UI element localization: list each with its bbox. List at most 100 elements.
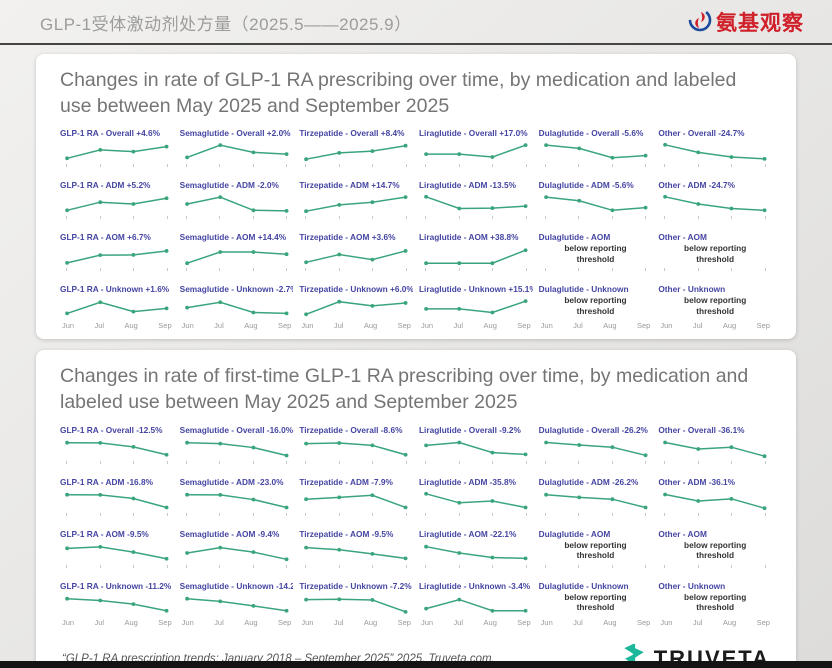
month-tick-label: Jun — [540, 321, 553, 331]
mini-chart-body — [60, 191, 174, 216]
mini-chart: Liraglutide - Overall +17.0% — [419, 128, 533, 175]
month-tick-label: Sep — [277, 321, 292, 331]
mini-chart-body — [180, 295, 294, 320]
sparkline — [65, 196, 169, 213]
mini-chart-label: Dulaglutide - ADM -26.2% — [538, 476, 639, 487]
mini-chart: GLP-1 RA - ADM -16.8% — [60, 477, 174, 524]
axis-tick — [731, 268, 733, 272]
month-tick-label: Jun — [420, 617, 434, 627]
mini-chart-label: Tirzepatide - ADM +14.7% — [299, 180, 400, 191]
mini-chart-body — [419, 191, 533, 216]
mini-chart-label: Other - ADM -24.7% — [658, 180, 736, 191]
axis-tick — [133, 216, 135, 220]
axis-tick — [305, 460, 307, 464]
mini-chart-label: GLP-1 RA - Overall +4.6% — [60, 128, 160, 139]
axis-tick — [697, 564, 699, 568]
axis-tick — [99, 512, 101, 516]
axis-tick — [286, 268, 288, 272]
mini-chart-label: Tirzepatide - Unknown -7.2% — [299, 580, 412, 591]
axis-tick — [458, 268, 460, 272]
mini-chart-axis — [60, 268, 174, 279]
axis-tick — [219, 164, 221, 168]
mini-chart-label: GLP-1 RA - AOM -9.5% — [60, 528, 149, 539]
mini-chart: Semaglutide - Unknown -2.7% Jun Jul Aug Sep — [180, 284, 294, 331]
axis-tick — [166, 268, 168, 272]
axis-tick — [405, 216, 407, 220]
mini-chart-body — [299, 488, 413, 513]
mini-chart: Semaglutide - ADM -2.0% — [180, 180, 294, 227]
axis-tick — [697, 512, 699, 516]
mini-chart-label: Tirzepatide - AOM +3.6% — [299, 232, 396, 243]
month-tick-label: Aug — [722, 321, 737, 331]
axis-tick — [185, 564, 187, 568]
mini-chart-body — [419, 295, 533, 320]
sparkline — [184, 250, 289, 266]
sparkline — [184, 596, 289, 613]
axis-tick — [66, 564, 67, 568]
mini-chart: Liraglutide - Unknown +15.1% Jun Jul Aug Se… — [419, 284, 533, 331]
mini-chart-axis — [180, 216, 294, 227]
month-tick-label: Jun — [181, 321, 194, 331]
mini-chart: Semaglutide - AOM +14.4% — [180, 232, 294, 279]
mini-chart: Other - Unknown below reporting threshol… — [658, 284, 772, 331]
month-tick-label: Aug — [603, 321, 617, 331]
month-tick-label: Jul — [333, 321, 344, 331]
month-tick-label: Jul — [214, 617, 224, 627]
axis-tick — [99, 268, 101, 272]
axis-tick — [645, 512, 647, 516]
axis-tick — [286, 512, 288, 516]
month-tick-label: Sep — [158, 321, 172, 331]
mini-chart-body — [180, 191, 294, 216]
mini-chart-axis — [539, 216, 653, 227]
mini-chart: Liraglutide - AOM +38.8% — [419, 232, 533, 279]
mini-chart-body — [60, 488, 174, 513]
month-tick-label: Aug — [124, 321, 138, 331]
mini-chart-body — [419, 488, 533, 513]
mini-chart-axis — [419, 564, 533, 576]
axis-tick — [525, 164, 527, 168]
month-tick-label: Sep — [756, 321, 770, 331]
axis-tick — [645, 460, 647, 464]
axis-tick — [525, 216, 527, 220]
sparkline — [184, 143, 289, 160]
sparkline — [424, 248, 528, 266]
month-tick-label: Jul — [692, 321, 703, 331]
mini-chart-axis — [180, 164, 294, 175]
axis-tick — [338, 460, 340, 464]
mini-chart-label: GLP-1 RA - ADM +5.2% — [60, 180, 151, 191]
axis-tick — [66, 216, 67, 220]
mini-chart-axis — [60, 216, 174, 227]
axis-tick — [338, 512, 340, 516]
mini-chart: GLP-1 RA - Unknown -11.2% Jun Jul Aug Sep — [60, 581, 174, 628]
mini-chart: Liraglutide - ADM -35.8% — [419, 477, 533, 524]
mini-chart-axis: Jun Jul Aug Sep — [658, 320, 772, 331]
axis-tick — [252, 268, 254, 272]
sparkline-grid-prescribing: GLP-1 RA - Overall +4.6% Semaglutide - O… — [60, 128, 772, 331]
mini-chart-axis — [180, 460, 294, 472]
axis-tick — [764, 164, 766, 168]
axis-tick — [664, 460, 666, 464]
month-tick-label: Aug — [124, 617, 138, 627]
mini-chart-body: below reporting threshold — [658, 540, 772, 565]
sparkline — [543, 143, 648, 161]
sparkline — [543, 492, 648, 510]
below-threshold-note: below reporting threshold — [684, 243, 747, 264]
axis-tick — [372, 216, 374, 220]
axis-tick — [372, 564, 374, 568]
axis-tick — [166, 564, 168, 568]
mini-chart-axis — [419, 268, 533, 279]
axis-tick — [66, 268, 67, 272]
mini-chart-body — [658, 436, 772, 461]
sparkline — [424, 299, 528, 315]
mini-chart-axis — [658, 564, 772, 576]
sparkline — [304, 195, 408, 214]
month-tick-label: Jul — [214, 321, 224, 331]
mini-chart-label: Liraglutide - Unknown -3.4% — [418, 580, 531, 591]
mini-chart-label: Liraglutide - Unknown +15.1% — [418, 284, 533, 295]
mini-chart: Tirzepatide - AOM +3.6% — [299, 232, 413, 279]
mini-chart: Dulaglutide - AOM below reporting thresh… — [539, 232, 653, 279]
axis-tick — [731, 216, 733, 220]
axis-tick — [219, 216, 221, 220]
mini-chart-body — [299, 191, 413, 216]
mini-chart-body: below reporting threshold — [658, 243, 772, 268]
